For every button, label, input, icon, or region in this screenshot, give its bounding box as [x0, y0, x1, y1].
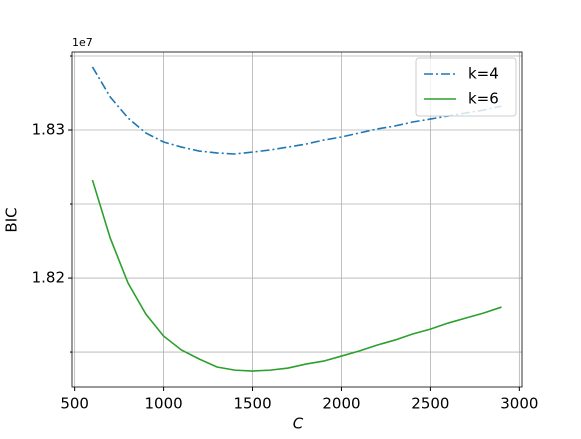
offset-text: 1e7: [72, 36, 93, 49]
legend: k=4k=6: [415, 57, 517, 117]
legend-label: k=4: [468, 65, 499, 83]
y-axis-label: BIC: [3, 207, 21, 232]
line-series: [91, 179, 502, 372]
x-tick-label: 1500: [233, 395, 271, 413]
plot-frame: [71, 51, 523, 388]
legend-box: [415, 57, 517, 117]
x-tick-label: 2500: [411, 395, 449, 413]
y-tick-label: 1.83: [32, 121, 65, 139]
x-tick-label: 1000: [145, 395, 183, 413]
x-tick-label: 500: [60, 395, 89, 413]
x-axis-label: C: [293, 415, 304, 433]
x-tick-label: 3000: [500, 395, 538, 413]
line-series: [91, 66, 502, 155]
y-tick-label: 1.82: [32, 269, 65, 287]
legend-label: k=6: [468, 90, 499, 108]
x-tick-label: 2000: [322, 395, 360, 413]
